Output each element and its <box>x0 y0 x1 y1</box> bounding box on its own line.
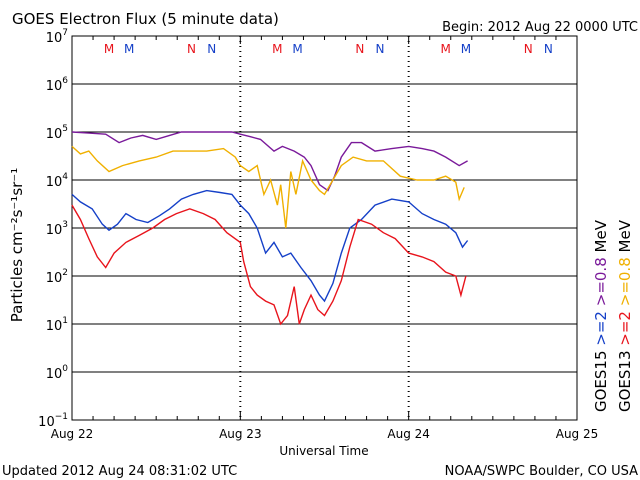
mn-marker: N <box>544 42 553 56</box>
legend-entry: >=0.8 <box>616 257 634 311</box>
x-tick-label: Aug 25 <box>556 427 599 441</box>
x-tick-label: Aug 23 <box>219 427 262 441</box>
mn-marker: M <box>441 42 451 56</box>
grid <box>71 36 578 420</box>
y-tick-label: 104 <box>46 172 69 190</box>
series-line <box>71 204 467 326</box>
x-tick-labels: Aug 22 Aug 23 Aug 24 Aug 25 <box>51 427 599 441</box>
y-tick-label: 106 <box>46 76 69 94</box>
source-credit: NOAA/SWPC Boulder, CO USA <box>445 464 638 479</box>
y-tick-label: 100 <box>46 364 69 382</box>
legend-goes15: GOES15 >=2 >=0.8 MeV <box>592 219 610 412</box>
day-dividers <box>239 36 410 420</box>
x-tick-label: Aug 24 <box>387 427 430 441</box>
legend-entry: GOES15 <box>592 350 610 412</box>
updated-time: Updated 2012 Aug 24 08:31:02 UTC <box>2 464 237 479</box>
legend-goes13: GOES13 >=2 >=0.8 MeV <box>616 219 634 412</box>
legend-entry: >=0.8 <box>592 257 610 311</box>
y-tick-label: 101 <box>46 316 68 334</box>
y-tick-label: 105 <box>46 124 68 142</box>
legend-entry: MeV <box>616 219 634 257</box>
chart-title: GOES Electron Flux (5 minute data) <box>12 10 279 28</box>
legend-entry: MeV <box>592 219 610 257</box>
mn-marker: M <box>124 42 134 56</box>
y-tick-label: 10−1 <box>38 412 68 430</box>
mn-marker: N <box>355 42 364 56</box>
legend-entry: >=2 <box>592 311 610 350</box>
x-axis-label: Universal Time <box>279 444 368 458</box>
mn-marker: M <box>292 42 302 56</box>
y-tick-labels: 10−1 100 101 102 103 104 105 106 107 <box>38 28 68 430</box>
mn-marker: N <box>207 42 216 56</box>
mn-marker: N <box>376 42 385 56</box>
y-tick-label: 102 <box>46 268 68 286</box>
x-tick-label: Aug 22 <box>51 427 94 441</box>
series-line <box>71 145 465 229</box>
legend-entry: GOES13 <box>616 350 634 412</box>
mn-marker: N <box>187 42 196 56</box>
mn-marker: M <box>461 42 471 56</box>
series-line <box>71 131 468 192</box>
begin-time: Begin: 2012 Aug 22 0000 UTC <box>442 20 638 35</box>
y-tick-label: 107 <box>46 28 68 46</box>
y-axis-label: Particles cm⁻²s⁻¹sr⁻¹ <box>8 168 26 322</box>
y-tick-label: 103 <box>46 220 68 238</box>
series-lines <box>71 131 469 326</box>
series-line <box>71 189 469 303</box>
mn-marker: N <box>524 42 533 56</box>
mn-marker: M <box>272 42 282 56</box>
mn-marker: M <box>104 42 114 56</box>
legend-entry: >=2 <box>616 311 634 350</box>
